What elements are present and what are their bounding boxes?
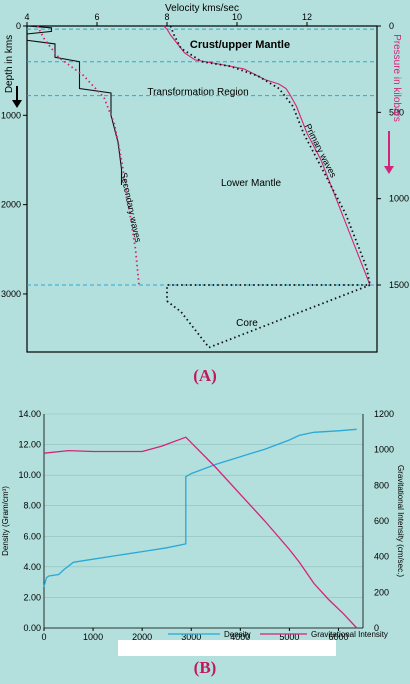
x-tick-label-b: 3000 <box>181 632 201 642</box>
series-secondary-waves-dotted <box>36 25 140 286</box>
blank-box <box>118 640 336 656</box>
panel-a-label: (A) <box>193 366 217 385</box>
y-axis-label-b: Density (Gram/cm³) <box>1 486 10 556</box>
y2-tick-label-b: 200 <box>374 587 389 597</box>
y2-tick-label-b: 1000 <box>374 445 394 455</box>
series-primary-waves-solid <box>163 25 371 286</box>
pressure-tick-label: 1000 <box>389 194 409 204</box>
y2-tick-label-b: 600 <box>374 516 389 526</box>
legend-label-density: Density <box>224 630 251 639</box>
series-secondary-waves-solid <box>26 25 123 185</box>
x-tick-label-b: 4000 <box>230 632 250 642</box>
y-tick-label-a: 1000 <box>1 110 21 120</box>
y2-tick-label-b: 1200 <box>374 409 394 419</box>
pressure-tick-label: 1500 <box>389 280 409 290</box>
y2-axis-label-b: Gravitational Intensity (cm/sec.) <box>396 465 405 577</box>
y-tick-label-b: 4.00 <box>23 562 41 572</box>
y-tick-label-a: 3000 <box>1 289 21 299</box>
y-tick-label-a: 2000 <box>1 200 21 210</box>
series-primary-waves-dotted <box>169 25 371 286</box>
y2-tick-label-b: 400 <box>374 552 389 562</box>
y-tick-label-b: 6.00 <box>23 531 41 541</box>
x-tick-label-a: 12 <box>302 12 312 22</box>
y-tick-label-b: 0.00 <box>23 623 41 633</box>
x-tick-label-b: 6000 <box>328 632 348 642</box>
x-tick-label-b: 2000 <box>132 632 152 642</box>
x-tick-label-a: 8 <box>164 12 169 22</box>
y-tick-label-a: 0 <box>16 21 21 31</box>
annotation-core: Core <box>236 318 258 329</box>
top-axis-label: Velocity kms/sec <box>165 3 239 14</box>
y-tick-label-b: 8.00 <box>23 501 41 511</box>
y2-tick-label-b: 0 <box>374 623 379 633</box>
depth-arrow-head <box>12 100 22 108</box>
series-gravitational-intensity <box>43 436 358 629</box>
y2-tick-label-b: 800 <box>374 480 389 490</box>
pressure-tick-label: 500 <box>389 107 404 117</box>
y-tick-label-b: 12.00 <box>18 440 41 450</box>
pressure-arrow-head <box>384 166 394 174</box>
annotation-lower-mantle: Lower Mantle <box>221 178 281 189</box>
x-tick-label-b: 1000 <box>83 632 103 642</box>
panel-b-label: (B) <box>193 658 217 677</box>
y-tick-label-b: 14.00 <box>18 409 41 419</box>
right-axis-label: Pressure in kilobars <box>391 34 402 122</box>
left-axis-label: Depth in kms <box>4 35 15 93</box>
x-tick-label-b: 5000 <box>279 632 299 642</box>
annotation-crust: Crust/upper Mantle <box>190 39 290 51</box>
y-tick-label-b: 10.00 <box>18 470 41 480</box>
x-tick-label-a: 6 <box>94 12 99 22</box>
pressure-tick-label: 0 <box>389 21 394 31</box>
annotation-transformation: Transformation Region <box>147 87 248 98</box>
y-tick-label-b: 2.00 <box>23 592 41 602</box>
x-tick-label-a: 10 <box>232 12 242 22</box>
series-density <box>43 428 357 587</box>
x-tick-label-a: 4 <box>24 12 29 22</box>
legend-label-gravity: Gravitational Intensity <box>311 630 388 639</box>
plot-frame-a <box>26 25 378 353</box>
chart-a: 4 6 8 10 12 Velocity kms/sec 0 1000 2000 3000 Dept… <box>1 3 409 353</box>
x-tick-label-b: 0 <box>41 632 46 642</box>
